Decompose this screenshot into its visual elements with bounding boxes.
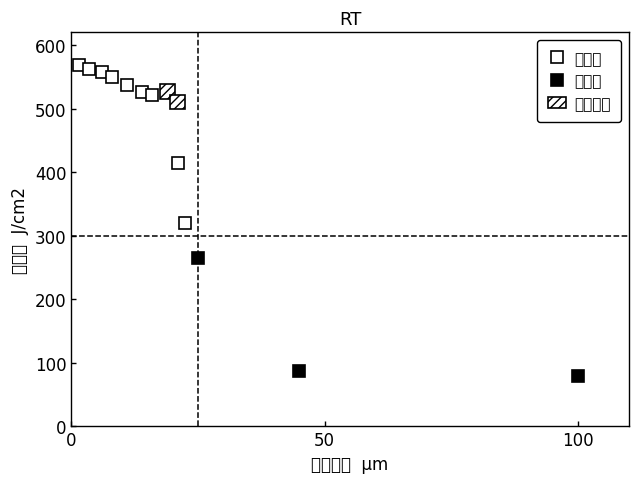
- Title: RT: RT: [339, 11, 361, 29]
- 比較例: [194, 256, 202, 261]
- Bar: [160, 85, 175, 99]
- 実施例: [85, 67, 93, 73]
- Bar: [170, 96, 185, 110]
- 実施例: [98, 70, 106, 76]
- 実施例: [138, 90, 146, 95]
- Legend: 実施例, 比較例, 成分外れ: 実施例, 比較例, 成分外れ: [538, 41, 621, 122]
- 比較例: [296, 368, 303, 374]
- 実施例: [123, 83, 131, 89]
- 比較例: [574, 373, 582, 379]
- Y-axis label: 衝撃値  J/cm2: 衝撃値 J/cm2: [11, 186, 29, 273]
- X-axis label: 結晶粒径  μm: 結晶粒径 μm: [312, 455, 388, 473]
- 実施例: [108, 75, 116, 81]
- 実施例: [75, 63, 83, 69]
- Line: 実施例: 実施例: [72, 60, 159, 102]
- 実施例: [148, 92, 156, 98]
- Line: 比較例: 比較例: [191, 252, 584, 382]
